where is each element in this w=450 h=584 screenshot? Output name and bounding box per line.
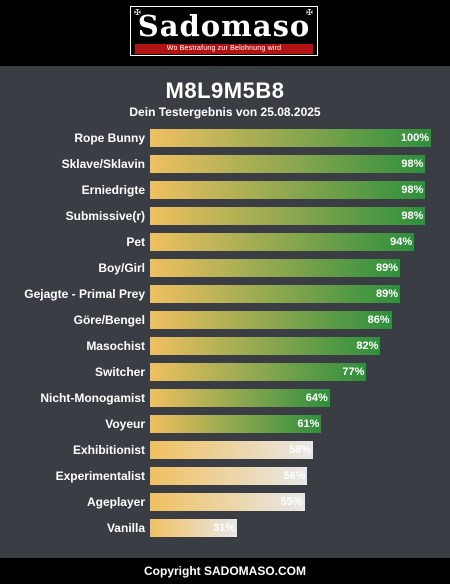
bar: 98%	[150, 181, 426, 199]
bar-track: 82%	[150, 337, 431, 355]
bar-value-label: 98%	[401, 210, 424, 222]
bar: 56%	[150, 467, 308, 485]
bar-value-label: 94%	[390, 236, 413, 248]
bar-row: Voyeur 61%	[0, 415, 450, 433]
bar-row: Masochist 82%	[0, 337, 450, 355]
bar-value-label: 98%	[401, 184, 424, 196]
result-date: Dein Testergebnis von 25.08.2025	[129, 105, 321, 119]
category-label: Masochist	[86, 339, 145, 353]
header: ✠ ✠ Sadomaso Wo Bestrafung zur Belohnung…	[0, 0, 450, 66]
bar-track: 58%	[150, 441, 431, 459]
sadomaso-logo[interactable]: ✠ ✠ Sadomaso Wo Bestrafung zur Belohnung…	[130, 6, 318, 56]
logo-wordmark: Sadomaso	[137, 9, 311, 43]
bar-value-label: 98%	[401, 158, 424, 170]
bar-row: Submissive(r) 98%	[0, 207, 450, 225]
bar-track: 98%	[150, 207, 431, 225]
bar: 94%	[150, 233, 415, 251]
logo-tagline: Wo Bestrafung zur Belohnung wird	[135, 44, 313, 54]
category-label: Submissive(r)	[65, 209, 145, 223]
bar-row: Ageplayer 55%	[0, 493, 450, 511]
bar-row: Pet 94%	[0, 233, 450, 251]
bar-track: 98%	[150, 181, 431, 199]
bar-value-label: 77%	[342, 366, 365, 378]
bar-value-label: 89%	[376, 288, 399, 300]
category-label: Experimentalist	[55, 469, 145, 483]
bar-track: 56%	[150, 467, 431, 485]
bar: 89%	[150, 259, 401, 277]
bar-row: Experimentalist 56%	[0, 467, 450, 485]
bar: 77%	[150, 363, 367, 381]
bar: 100%	[150, 129, 431, 147]
bar-value-label: 56%	[283, 470, 306, 482]
bar-track: 94%	[150, 233, 431, 251]
bar-track: 89%	[150, 259, 431, 277]
bar-value-label: 55%	[280, 496, 303, 508]
bar: 89%	[150, 285, 401, 303]
category-label: Pet	[126, 235, 145, 249]
bar-row: Exhibitionist 58%	[0, 441, 450, 459]
bar: 64%	[150, 389, 330, 407]
bar-track: 100%	[150, 129, 431, 147]
bar-track: 64%	[150, 389, 431, 407]
bar-value-label: 89%	[376, 262, 399, 274]
category-label: Erniedrigte	[81, 183, 145, 197]
category-label: Nicht-Monogamist	[40, 391, 145, 405]
bar: 86%	[150, 311, 392, 329]
bar: 31%	[150, 519, 238, 537]
bar-value-label: 64%	[305, 392, 328, 404]
bar: 82%	[150, 337, 381, 355]
bar-value-label: 100%	[400, 132, 429, 144]
bar-row: Nicht-Monogamist 64%	[0, 389, 450, 407]
bar-row: Gejagte - Primal Prey 89%	[0, 285, 450, 303]
bar-row: Göre/Bengel 86%	[0, 311, 450, 329]
result-code: M8L9M5B8	[165, 78, 285, 103]
category-label: Switcher	[94, 365, 145, 379]
category-label: Gejagte - Primal Prey	[24, 287, 145, 301]
bar-value-label: 31%	[213, 522, 236, 534]
category-label: Boy/Girl	[98, 261, 145, 275]
bar-track: 55%	[150, 493, 431, 511]
bar-row: Rope Bunny 100%	[0, 129, 450, 147]
bar-track: 98%	[150, 155, 431, 173]
bar-value-label: 61%	[297, 418, 320, 430]
bar-value-label: 86%	[367, 314, 390, 326]
bar-track: 86%	[150, 311, 431, 329]
bar-track: 61%	[150, 415, 431, 433]
footer-copyright: Copyright SADOMASO.COM	[0, 558, 450, 584]
category-label: Göre/Bengel	[73, 313, 145, 327]
category-label: Exhibitionist	[73, 443, 145, 457]
bar: 55%	[150, 493, 305, 511]
category-label: Rope Bunny	[74, 131, 145, 145]
bar-value-label: 82%	[356, 340, 379, 352]
bar-row: Erniedrigte 98%	[0, 181, 450, 199]
bar-track: 31%	[150, 519, 431, 537]
bar-track: 77%	[150, 363, 431, 381]
category-label: Ageplayer	[86, 495, 145, 509]
category-label: Voyeur	[105, 417, 145, 431]
bar-row: Vanilla 31%	[0, 519, 450, 537]
bar: 58%	[150, 441, 313, 459]
bar-row: Boy/Girl 89%	[0, 259, 450, 277]
bar-row: Sklave/Sklavin 98%	[0, 155, 450, 173]
category-label: Sklave/Sklavin	[61, 157, 145, 171]
bar-value-label: 58%	[288, 444, 311, 456]
bar-row: Switcher 77%	[0, 363, 450, 381]
bar: 98%	[150, 207, 426, 225]
bar-track: 89%	[150, 285, 431, 303]
logo-ornament-icon: ✠	[134, 8, 141, 17]
bar: 61%	[150, 415, 322, 433]
bar: 98%	[150, 155, 426, 173]
logo-ornament-icon: ✠	[306, 8, 313, 17]
category-label: Vanilla	[106, 521, 145, 535]
